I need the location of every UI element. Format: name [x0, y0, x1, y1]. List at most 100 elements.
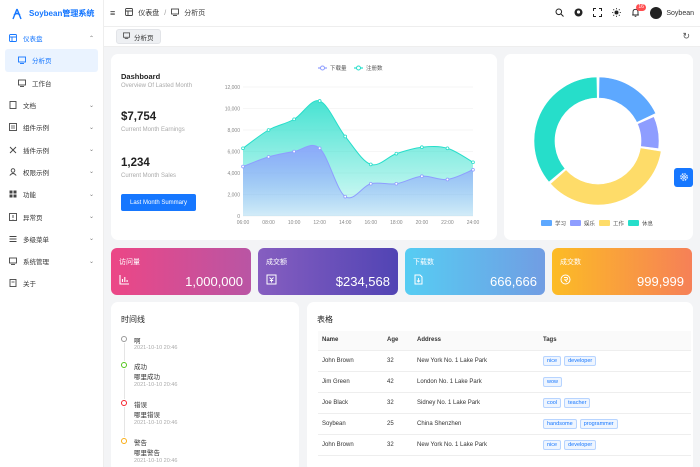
chevron-down-icon: ⌄ — [88, 214, 94, 221]
legend-label: 注册数 — [366, 64, 383, 72]
breadcrumb-item-analysis[interactable]: 分析页 — [184, 10, 206, 17]
data-point — [394, 151, 399, 156]
sidebar-item-label: 多级菜单 — [23, 236, 49, 244]
theme-sun-icon[interactable] — [612, 7, 622, 19]
sidebar-item-about[interactable]: 关于 — [0, 272, 103, 294]
sidebar-item-analysis[interactable]: 分析页 — [5, 49, 98, 72]
timeline-item-date: 2021-10-10 20:46 — [134, 420, 178, 426]
sales-label: Current Month Sales — [121, 173, 177, 179]
y-tick-label: 10,000 — [225, 107, 241, 113]
pie-slice — [598, 76, 657, 123]
multi-menu-icon — [9, 235, 17, 243]
kpi-card-deals: 成交数 999,999 — [552, 248, 692, 295]
timeline-card: 时间线 啊 2021-10-10 20:46 成功 哪里成功 2021-10-1… — [111, 302, 299, 467]
data-point — [266, 155, 271, 159]
timeline-item-desc: 哪里错误 — [134, 412, 160, 419]
workbench-icon — [18, 79, 26, 87]
app-title: Soybean管理系统 — [29, 9, 95, 18]
x-tick-label: 20:00 — [416, 220, 429, 226]
legend-label: 娱乐 — [584, 220, 596, 228]
legend-swatch — [628, 220, 639, 226]
pie-slice — [637, 116, 660, 149]
sidebar-item-plugins[interactable]: 插件示例 ⌄ — [0, 138, 103, 160]
sidebar-item-dashboard[interactable]: 仪表盘 ⌃ — [0, 27, 103, 49]
soybean-logo-icon — [12, 8, 22, 19]
area-chart: 0 2,000 4,000 6,000 8,000 10,000 12,000 06:00 08… — [225, 64, 480, 226]
cell-age: 25 — [383, 413, 413, 435]
refresh-icon[interactable]: ↻ — [682, 31, 690, 41]
notification-bell[interactable]: 16 — [631, 3, 646, 19]
chevron-down-icon: ⌄ — [88, 258, 94, 265]
permission-icon — [9, 168, 17, 176]
menu-collapse-icon[interactable]: ≡ — [110, 8, 116, 18]
legend-label: 下载量 — [330, 64, 347, 72]
legend-marker — [356, 65, 361, 71]
sidebar-item-label: 组件示例 — [23, 125, 49, 133]
search-icon[interactable] — [555, 8, 565, 19]
pie-slice — [549, 147, 662, 206]
kpi-label: 成交数 — [560, 259, 581, 266]
donut-card: 学习 娱乐 工作 休息 — [504, 54, 693, 240]
x-tick-label: 16:00 — [365, 220, 378, 226]
sidebar-item-multi-menu[interactable]: 多级菜单 ⌄ — [0, 228, 103, 250]
x-tick-label: 12:00 — [313, 220, 326, 226]
sidebar-item-system[interactable]: 系统管理 ⌄ — [0, 250, 103, 272]
analysis-icon — [123, 32, 130, 41]
cell-age: 32 — [383, 434, 413, 456]
last-month-summary-button[interactable]: Last Month Summary — [121, 194, 196, 211]
timeline-item-desc: 哪里成功 — [134, 374, 160, 381]
kpi-card-downloads: 下载数 666,666 — [405, 248, 545, 295]
timeline-item-title: 啊 — [134, 338, 141, 345]
breadcrumb-item-dashboard[interactable]: 仪表盘 — [138, 10, 160, 17]
cell-address: Sidney No. 1 Lake Park — [413, 392, 539, 414]
table-row: Joe Black 32 Sidney No. 1 Lake Park cool… — [318, 392, 691, 414]
tag: nice — [543, 439, 562, 450]
column-header: Address — [413, 331, 539, 351]
y-tick-label: 4,000 — [227, 171, 240, 177]
logo[interactable]: Soybean管理系统 — [0, 0, 103, 27]
tag: developer — [564, 439, 597, 450]
sidebar-item-function[interactable]: 功能 ⌄ — [0, 183, 103, 205]
series-line-downloads — [242, 144, 474, 199]
timeline-item-date: 2021-10-10 20:46 — [134, 458, 178, 464]
component-icon — [9, 123, 17, 132]
fullscreen-icon[interactable] — [593, 7, 603, 19]
area-fill-downloads — [243, 145, 473, 216]
github-icon[interactable] — [574, 8, 583, 19]
legend-label: 学习 — [555, 220, 566, 228]
table-header-row: Name Age Address Tags — [318, 331, 691, 351]
pie-slice — [533, 76, 598, 183]
earnings-value: $7,754 — [121, 111, 157, 123]
top-header: ≡ 仪表盘 / 分析页 16 Soybean — [104, 0, 700, 27]
cell-address: New York No. 1 Lake Park — [413, 350, 539, 372]
timeline-item-title: 警告 — [134, 440, 147, 447]
sidebar-item-exception[interactable]: 异常页 ⌄ — [0, 205, 103, 227]
sidebar-item-docs[interactable]: 文档 ⌄ — [0, 94, 103, 116]
timeline-item-desc: 哪里警告 — [134, 450, 160, 457]
sidebar-item-workbench[interactable]: 工作台 — [0, 72, 103, 94]
tag: programmer — [579, 418, 618, 429]
kpi-value: 666,666 — [490, 274, 537, 289]
tab-label: 分析页 — [134, 34, 154, 42]
tag: wow — [543, 376, 563, 387]
kpi-value: $234,568 — [335, 274, 390, 289]
system-icon — [9, 257, 17, 266]
cell-age: 42 — [383, 371, 413, 393]
data-point — [241, 146, 245, 151]
x-tick-label: 22:00 — [441, 220, 454, 226]
y-tick-label: 12,000 — [225, 85, 241, 91]
tab-analysis[interactable]: 分析页 — [116, 29, 161, 44]
kpi-value: 999,999 — [637, 274, 684, 289]
timeline-item-date: 2021-10-10 20:46 — [134, 345, 178, 351]
data-point — [471, 167, 475, 172]
username: Soybean — [666, 9, 694, 17]
data-point — [292, 149, 296, 154]
sidebar-item-permission[interactable]: 权限示例 ⌄ — [0, 161, 103, 183]
settings-button[interactable] — [674, 168, 693, 187]
user-menu[interactable]: Soybean — [650, 7, 694, 19]
timeline-dot — [121, 400, 127, 406]
avatar — [650, 7, 663, 19]
x-tick-label: 06:00 — [237, 220, 250, 226]
cell-name: Joe Black — [318, 392, 383, 414]
sidebar-item-components[interactable]: 组件示例 ⌄ — [0, 116, 103, 138]
